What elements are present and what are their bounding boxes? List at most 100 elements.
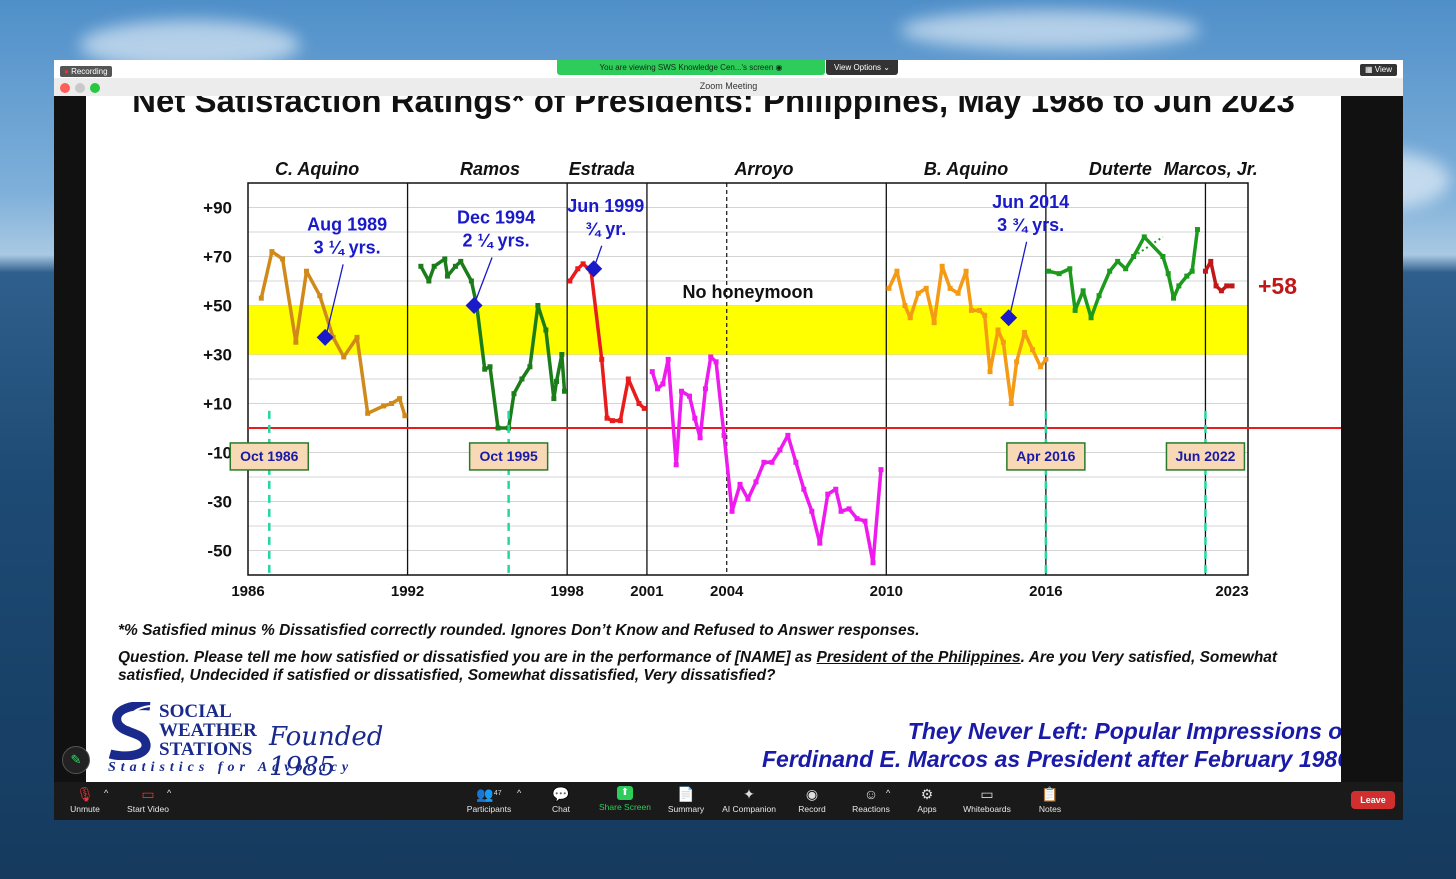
chat-icon: 💬 [552,786,570,802]
data-point [641,405,647,411]
video-off-icon: ▭ [141,786,155,802]
marker-pointer [475,257,493,300]
data-point [809,508,815,514]
data-point [554,378,560,384]
leave-button[interactable]: Leave [1351,791,1395,809]
data-point [1008,401,1014,406]
data-point [702,386,708,392]
apps-icon: ⚙ [920,786,934,802]
chat-button[interactable]: 💬 Chat [548,786,574,814]
data-point [886,285,892,291]
plot-frame [247,182,1249,576]
y-tick-label: +10 [203,395,232,414]
data-point [878,467,884,473]
milestone-date: Jun 2014 [992,192,1069,212]
data-point [535,303,541,308]
y-tick-label: +70 [203,248,232,267]
data-point [846,506,852,512]
ai-companion-button[interactable]: ✦ AI Companion [718,786,780,814]
summary-button[interactable]: 📄 Summary [667,786,705,814]
data-point [567,278,573,284]
reactions-options-caret[interactable]: ^ [886,788,890,798]
y-tick-label: -30 [207,493,232,512]
president-label: Duterte [1089,159,1152,179]
data-point [655,386,661,392]
data-point [692,415,698,421]
data-point [1184,273,1190,279]
data-point [649,369,655,375]
record-button[interactable]: ◉ Record [795,786,829,814]
y-tick-label: -50 [207,542,232,561]
date-box [1165,442,1246,471]
date-box-label: Jun 2022 [1175,448,1235,464]
chevron-up-icon: ^ [104,788,109,798]
logo-line-1: SOCIAL [159,701,232,722]
milestone-marker [465,297,483,314]
milestone-duration: 3 ¾ yrs. [997,215,1064,235]
data-point [793,459,799,465]
data-point [397,396,403,402]
data-point [686,393,692,399]
window-title: Zoom Meeting [699,81,758,91]
share-screen-button[interactable]: ⬆ Share Screen [599,786,651,812]
data-point [939,263,945,269]
y-tick-label: +90 [203,199,232,218]
grid-icon: ▦ [1365,65,1373,74]
data-point [660,381,666,387]
notes-button[interactable]: 📋 Notes [1036,786,1064,814]
milestone-duration: ¾ yr. [585,219,626,239]
share-status-icon: ◉ [775,63,783,72]
date-box-label: Oct 1986 [240,448,299,464]
data-point [604,415,610,421]
data-point [1194,227,1200,233]
chevron-down-icon: ⌄ [883,63,890,72]
founded-text: Founded 1985 [269,722,384,782]
data-point [1088,315,1094,321]
data-point [931,320,937,326]
marker-pointer [1010,241,1028,312]
chevron-up-icon: ^ [167,788,172,798]
x-tick-label: 1992 [391,583,424,600]
zoom-window-button[interactable] [90,83,100,93]
data-point [976,307,982,313]
data-point [987,369,993,375]
data-point [1080,288,1086,294]
y-tick-label: -10 [207,444,232,463]
survey-question: Question. Please tell me how satisfied o… [118,649,1278,684]
unmute-button[interactable]: 🎙 Unmute [66,786,104,814]
whiteboard-icon: ▭ [980,786,994,802]
video-options-caret[interactable]: ^ [167,788,171,798]
reactions-button[interactable]: ☺ Reactions [848,786,894,814]
audio-options-caret[interactable]: ^ [104,788,108,798]
data-point [625,376,631,382]
data-point [785,432,791,438]
start-video-button[interactable]: ▭ Start Video [124,786,172,814]
view-options-button[interactable]: View Options ⌄ [826,60,898,75]
close-window-button[interactable] [60,83,70,93]
annotate-pencil-button[interactable]: ✎ [62,746,90,774]
share-left-margin [54,96,86,782]
latest-value-label: +58 [1258,273,1297,299]
view-button[interactable]: ▦ View [1360,64,1397,76]
data-point [1165,271,1171,277]
whiteboards-button[interactable]: ▭ Whiteboards [960,786,1014,814]
minimize-window-button[interactable] [75,83,85,93]
screen-share-banner: You are viewing SWS Knowledge Cen...'s s… [557,60,825,75]
participants-options-caret[interactable]: ^ [517,788,521,798]
emoji-icon: ☺ [863,786,879,802]
data-point [769,459,775,465]
marker-pointer [595,245,603,263]
chevron-up-icon: ^ [517,788,522,798]
data-point [1115,258,1121,264]
data-point [737,481,743,487]
participants-button[interactable]: 👥47 Participants [464,786,514,814]
data-point [580,261,586,267]
data-point [551,396,557,402]
milestone-marker [316,328,334,346]
president-label: C. Aquino [275,159,359,179]
data-point [280,256,286,262]
x-tick-label: 2016 [1029,583,1062,600]
data-point [1096,293,1102,299]
footnote: *% Satisfied minus % Dissatisfied correc… [118,622,920,639]
apps-button[interactable]: ⚙ Apps [914,786,940,814]
